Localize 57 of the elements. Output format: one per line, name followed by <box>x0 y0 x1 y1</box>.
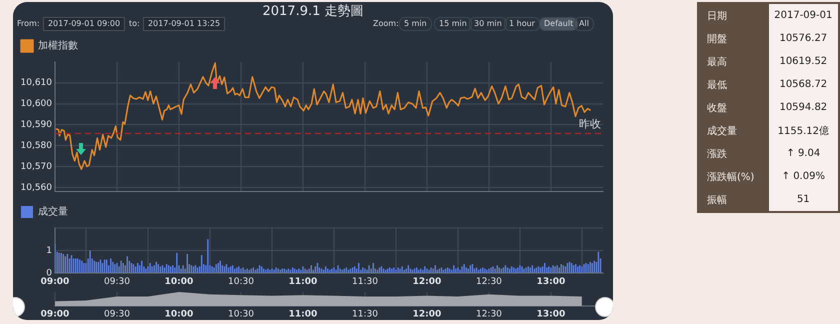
x-tick-label: 11:30 <box>352 310 378 320</box>
text: to: <box>129 19 140 28</box>
x-tick-label: 10:30 <box>228 276 254 287</box>
zoom-button: 5 min <box>399 17 432 31</box>
text: 10619.52 <box>779 56 828 67</box>
x-tick-label: 12:30 <box>476 310 502 320</box>
date-field: 2017-09-01 09:00 <box>43 17 125 31</box>
x-tick-label: 12:30 <box>476 276 502 287</box>
x-tick-label: 12:00 <box>412 310 442 320</box>
category-label: 漲跌幅(%) <box>698 165 769 188</box>
category-label: 漲跌 <box>698 142 769 165</box>
zoom-button: 30 min <box>469 17 507 31</box>
zoom-button: Default <box>539 17 578 31</box>
text: 1155.12億 <box>778 126 829 136</box>
zoom-button: 15 min <box>434 17 472 31</box>
category-label: 收盤 <box>698 96 769 119</box>
text: 51 <box>796 194 810 205</box>
category-label: 振幅 <box>698 188 769 212</box>
text: ↑ 0.09% <box>782 171 825 182</box>
x-tick-label: 11:30 <box>352 276 378 287</box>
zoom-button: All <box>574 17 594 31</box>
category-label: 最高 <box>698 50 769 73</box>
x-tick-label: 10:30 <box>228 310 254 320</box>
x-tick-label: 09:00 <box>40 310 70 320</box>
x-tick-label: 09:00 <box>40 276 70 287</box>
legend-label: 加權指數 <box>38 40 78 52</box>
category-label: 開盤 <box>698 27 769 50</box>
category-label: 成交量 <box>698 119 769 142</box>
y-tick-label: 10,590 <box>20 120 52 130</box>
y-tick-label: 10,560 <box>20 182 52 193</box>
x-tick-label: 09:30 <box>104 276 130 287</box>
x-tick-label: 11:00 <box>288 276 318 287</box>
chart-title: 2017.9.1 走勢圖 <box>261 3 365 20</box>
y-tick-label: 1 <box>46 246 52 256</box>
x-tick-label: 10:00 <box>164 276 194 287</box>
x-tick-label: 09:30 <box>104 310 130 320</box>
ref-line-label: 昨收 <box>579 117 601 130</box>
x-tick-label: 11:00 <box>288 310 318 320</box>
x-tick-label: 12:00 <box>412 276 442 287</box>
text: ↑ 9.04 <box>786 148 820 159</box>
x-tick-label: 10:00 <box>164 310 194 320</box>
y-tick-label: 10,580 <box>20 140 52 151</box>
text: 10568.72 <box>779 79 828 90</box>
category-label: 最低 <box>698 73 769 96</box>
category-label: 日期 <box>698 3 769 27</box>
y-tick-label: 10,600 <box>20 99 52 110</box>
legend-label: 成交量 <box>38 206 68 218</box>
text: 10594.82 <box>779 102 828 113</box>
text: Zoom: <box>373 19 399 28</box>
y-tick-label: 10,610 <box>20 78 52 88</box>
x-tick-label: 13:00 <box>536 310 566 320</box>
y-tick-label: 10,570 <box>20 162 52 172</box>
text: 2017-09-01 <box>774 10 832 21</box>
date-field: 2017-09-01 13:25 <box>143 17 225 31</box>
text: From: <box>17 19 40 28</box>
x-tick-label: 13:00 <box>536 276 566 287</box>
text: 10576.27 <box>779 33 828 44</box>
